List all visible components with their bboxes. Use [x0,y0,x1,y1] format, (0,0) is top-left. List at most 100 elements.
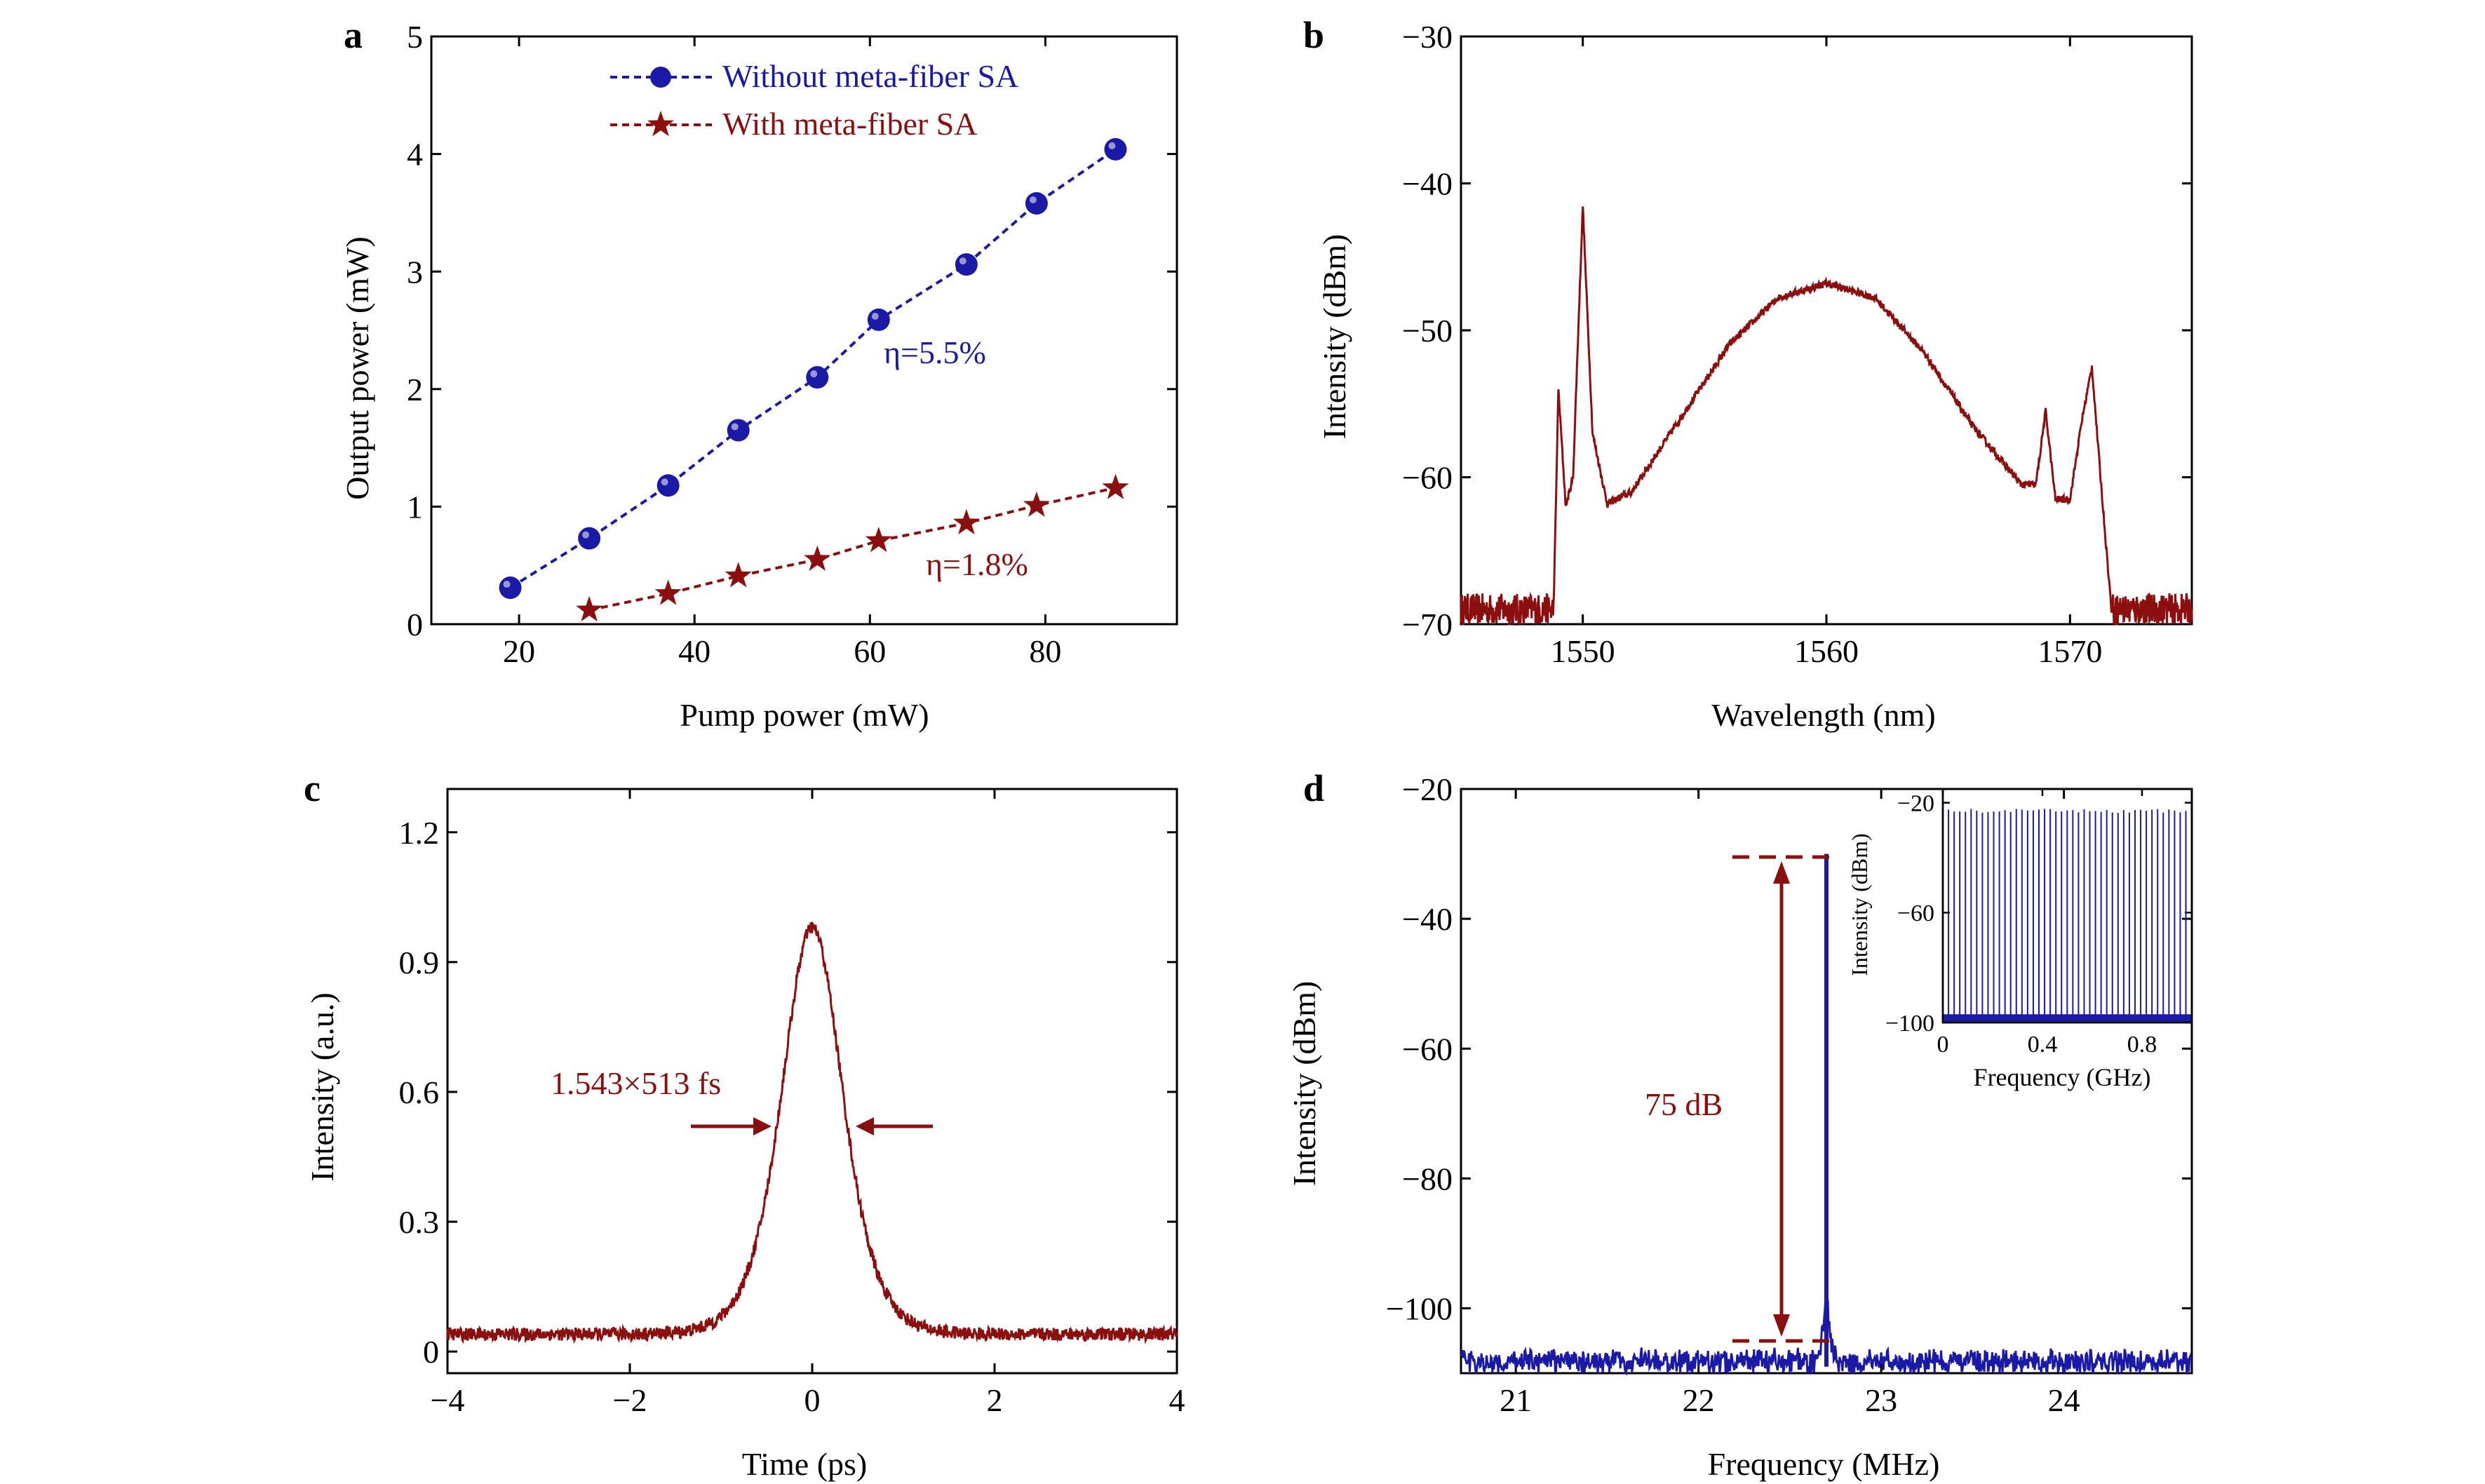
x-tick-label: 4 [1169,1382,1185,1418]
panel-label-b: b [1303,14,1324,56]
y-tick-label: 0.3 [399,1204,440,1240]
panel-label-d: d [1303,767,1324,809]
y-tick-label: −70 [1402,607,1453,642]
x-tick-label: 1570 [2038,633,2102,669]
y-tick-label: 1 [407,490,423,525]
legend-sphere-marker [650,67,671,88]
y-tick-label: 4 [407,137,423,173]
y-tick-label: −20 [1402,771,1453,807]
x-tick-label: 0.8 [2127,1032,2157,1058]
y-tick-label: −100 [1885,1011,1934,1037]
series-line-2 [588,486,1116,612]
data-point-highlight [661,478,668,486]
panel-c: c −4 −2 0 2 4 0 0.3 0.6 0.9 1.2 Time (ps) Intensi… [304,767,1185,1482]
panel-b-xlabel: Wavelength (nm) [1711,697,1935,733]
panel-a-xlabel: Pump power (mW) [680,697,929,733]
data-point [955,253,978,276]
y-tick-label: −100 [1386,1291,1453,1327]
data-point [1023,491,1050,517]
annotation-extinction-ratio: 75 dB [1645,1086,1723,1122]
y-tick-label: −60 [1402,1031,1453,1067]
x-tick-label: 1560 [1794,633,1859,669]
y-tick-label: −40 [1402,901,1453,937]
data-point [1104,137,1127,161]
y-tick-label: −80 [1402,1161,1453,1196]
data-point-highlight [871,312,879,320]
y-tick-label: −20 [1897,790,1934,816]
data-point-highlight [1108,142,1116,149]
plot-frame [430,35,1178,626]
y-tick-label: 0 [407,607,423,642]
y-tick-label: 0.9 [399,945,440,980]
x-tick-label: 23 [1865,1382,1897,1418]
x-tick-label: 0.4 [2028,1032,2058,1058]
data-point [865,527,892,553]
x-tick-label: 20 [503,633,535,669]
panel-label-c: c [304,767,321,809]
panel-a-ylabel: Output power (mW) [339,236,375,500]
x-tick-label: 80 [1029,633,1061,669]
data-point [952,508,980,534]
y-tick-label: −60 [1897,900,1934,926]
x-tick-label: 0 [804,1382,821,1418]
data-point-highlight [582,531,590,539]
y-tick-label: 5 [407,19,423,55]
legend-series-2-label: With meta-fiber SA [722,106,978,142]
data-point [725,562,752,588]
data-point [578,527,601,550]
panel-label-a: a [344,14,363,56]
plot-frame [1460,788,2193,1375]
inset-frame [1941,788,2193,1024]
y-tick-label: 2 [407,372,423,407]
panel-a-legend: Without meta-fiber SA With meta-fiber SA [610,58,1018,142]
panel-b-ylabel: Intensity (dBm) [1316,234,1352,440]
x-tick-label: 60 [854,633,886,669]
data-point-highlight [503,581,511,588]
legend-series-1-label: Without meta-fiber SA [722,58,1018,94]
annotation-pulse-width: 1.543×513 fs [551,1065,721,1101]
data-point [1102,473,1129,499]
panel-b: b 1550 1560 1570 −70 −60 −50 −40 −30 Wavelength… [1303,14,2193,733]
annotation-efficiency-blue: η=5.5% [884,335,986,370]
panel-d-ylabel: Intensity (dBm) [1286,981,1322,1187]
y-tick-label: −60 [1402,460,1453,496]
y-tick-label: −40 [1402,166,1453,202]
y-tick-label: −30 [1402,19,1453,55]
data-point-highlight [810,370,818,378]
data-point [1025,191,1048,215]
inset-ylabel: Intensity (dBm) [1847,833,1872,976]
x-tick-label: −2 [613,1382,647,1418]
y-tick-label: −50 [1402,313,1453,349]
x-tick-label: 22 [1683,1382,1715,1418]
inset-xlabel: Frequency (GHz) [1974,1063,2151,1091]
panel-d-xlabel: Frequency (MHz) [1708,1446,1940,1482]
plot-frame [1460,35,2193,626]
x-tick-label: −4 [431,1382,465,1418]
data-point-highlight [1029,196,1037,203]
panel-c-ylabel: Intensity (a.u.) [304,992,340,1182]
x-tick-label: 24 [2048,1382,2080,1418]
data-point [806,366,829,389]
y-tick-label: 0.6 [399,1074,440,1110]
data-point [727,419,750,442]
y-tick-label: 3 [407,254,423,290]
y-tick-label: 0 [423,1334,439,1370]
data-point [867,308,890,331]
spectrum-line [1460,206,2193,627]
panel-c-xlabel: Time (ps) [742,1446,868,1482]
x-tick-label: 40 [678,633,711,669]
panel-a: a 20 40 60 80 0 1 2 3 4 5 Pump power (mW) Output … [339,14,1178,733]
annotation-efficiency-red: η=1.8% [926,546,1028,582]
panel-d: d 21 22 23 24 −100 −80 −60 −40 −20 Frequency (MH… [1286,767,2193,1482]
data-point [654,579,682,605]
data-point [576,595,603,622]
x-tick-label: 0 [1937,1032,1949,1058]
x-tick-label: 1550 [1551,633,1615,669]
data-point [804,545,831,571]
x-tick-label: 2 [987,1382,1003,1418]
data-point [656,474,680,497]
data-point-highlight [731,423,739,431]
panel-d-inset: 0 0.4 0.8 −100 −60 −20 Frequency (GHz) Intens… [1847,788,2193,1091]
fwhm-arrows [691,1117,933,1135]
